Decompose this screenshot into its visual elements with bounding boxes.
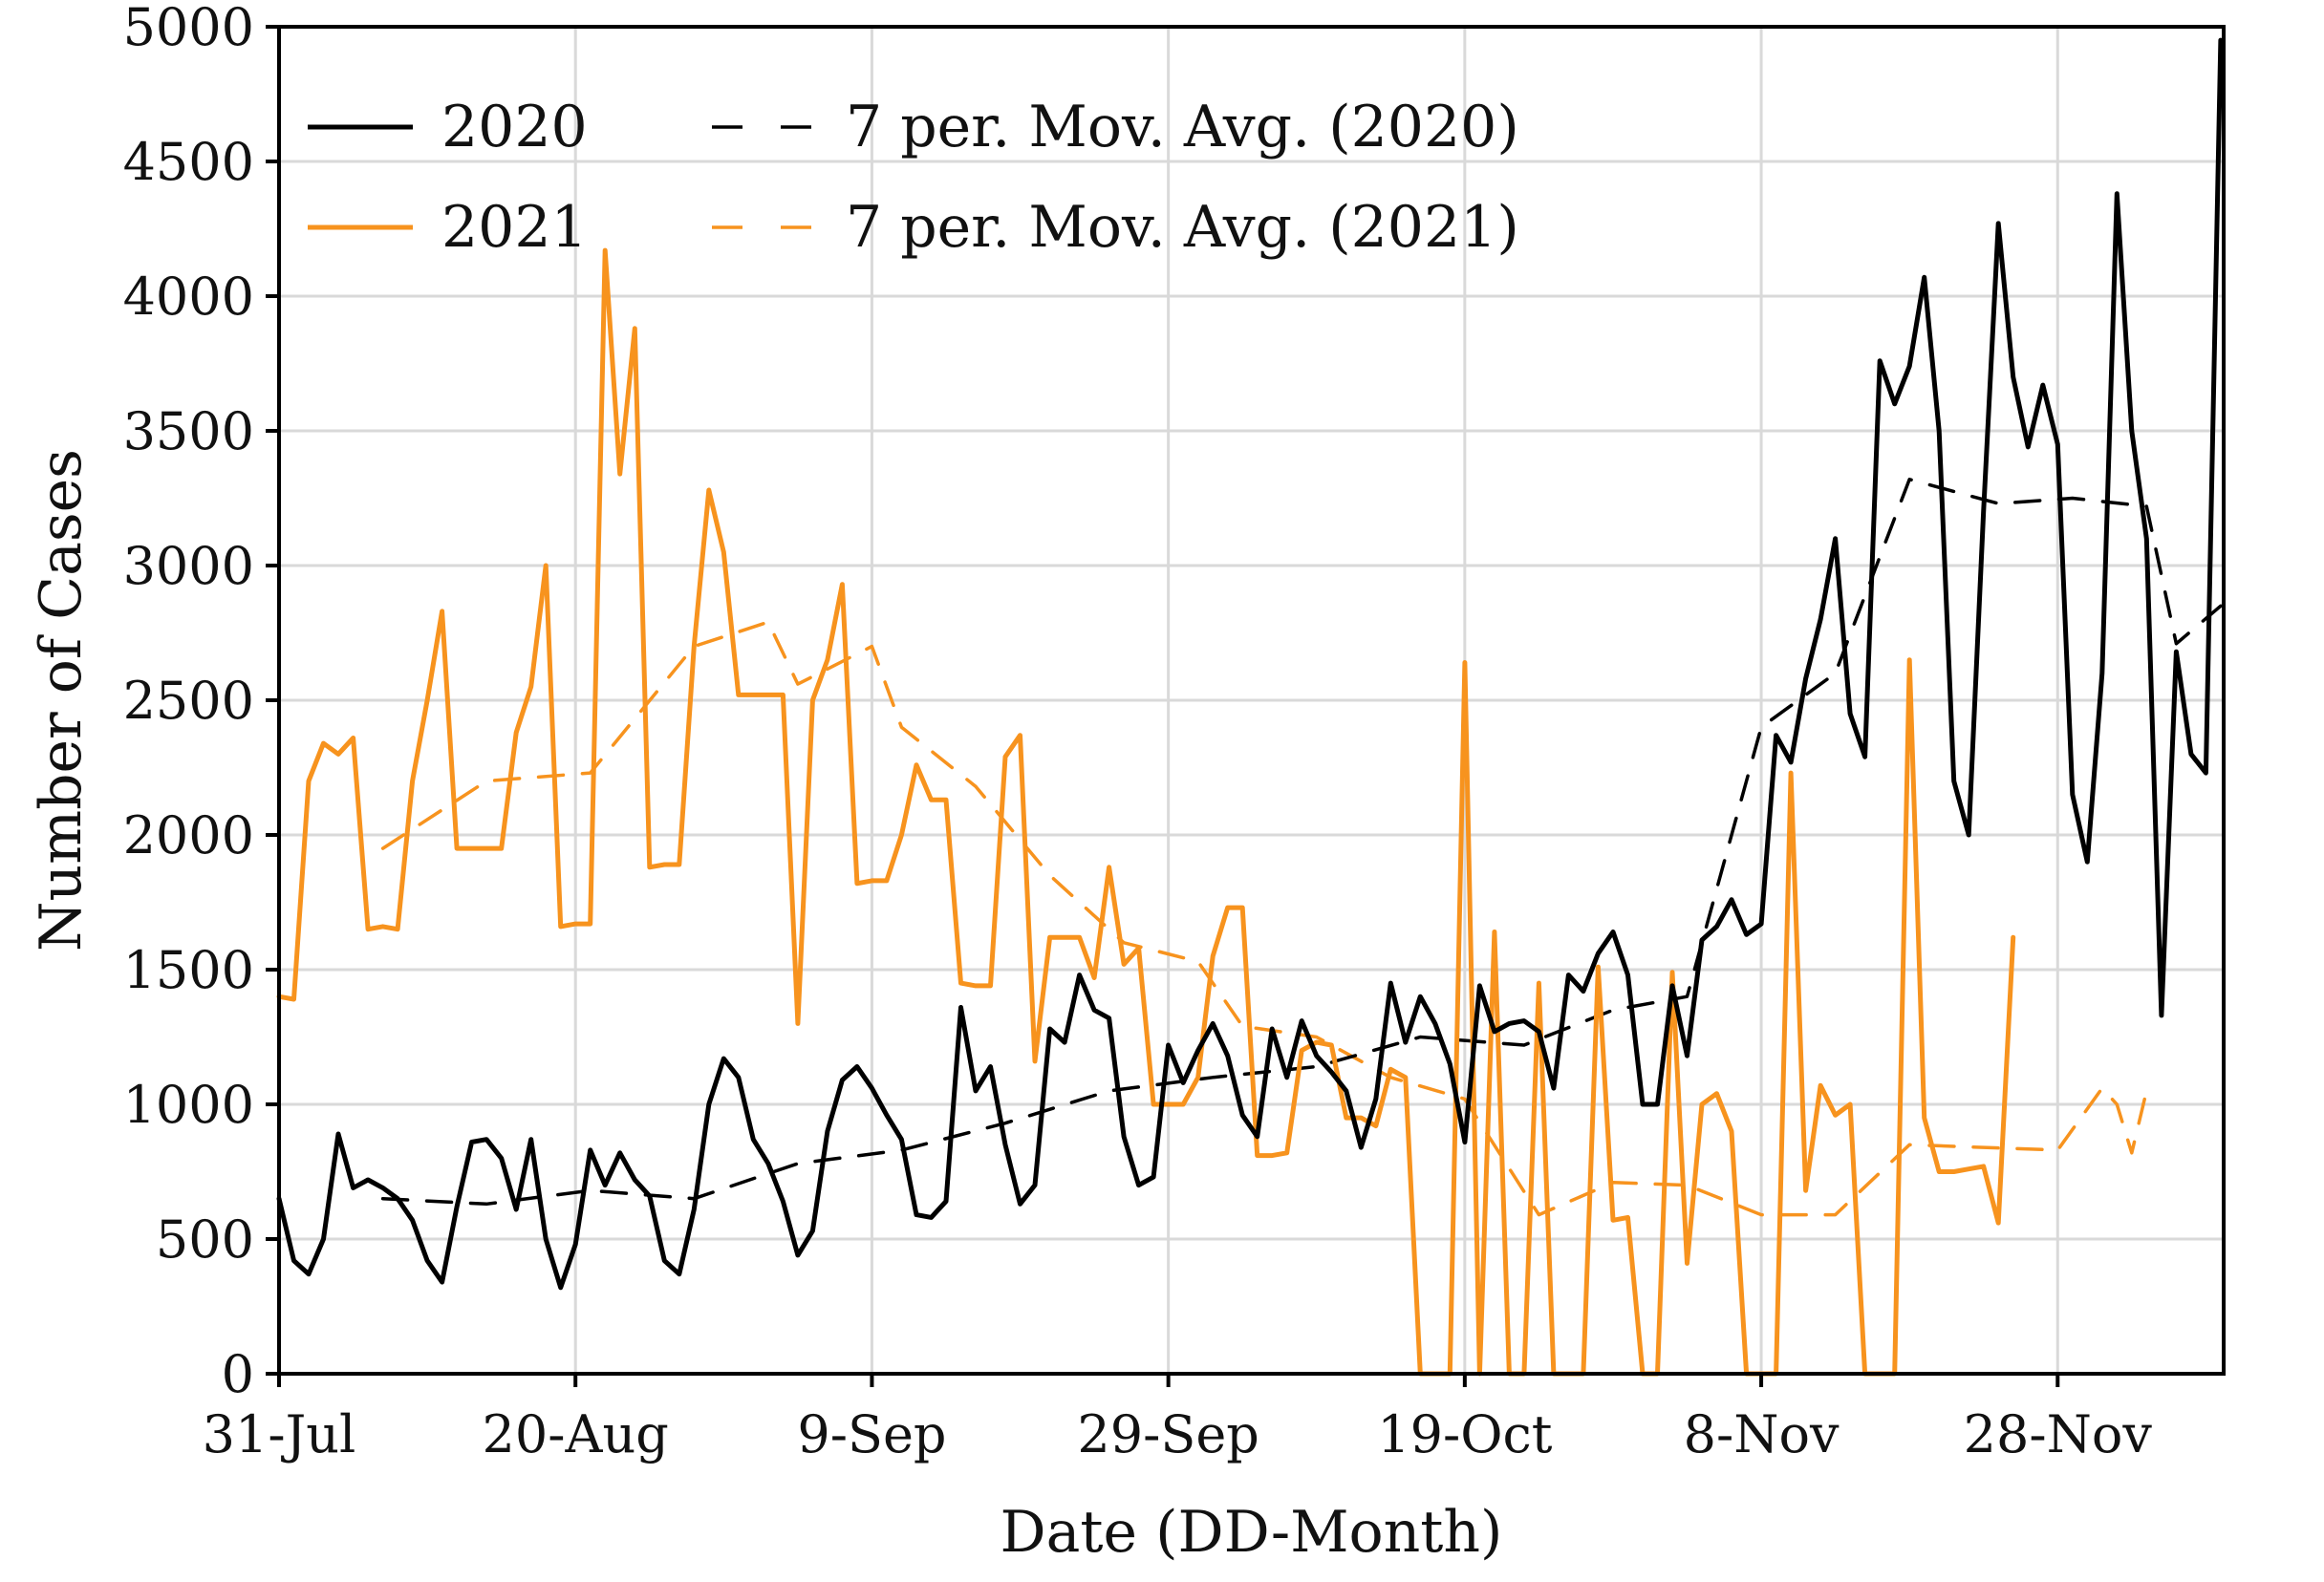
y-tick-label: 4500 — [123, 132, 254, 192]
axes: 0 500 1000 1500 2000 2500 3000 3500 4000 4500 5000… — [123, 0, 2226, 1464]
y-tick-label: 1000 — [123, 1075, 254, 1135]
x-tick-label: 9-Sep — [797, 1404, 946, 1464]
legend-label: 2020 — [441, 94, 588, 160]
y-tick-label: 2000 — [123, 805, 254, 866]
y-tick-label: 5000 — [123, 0, 254, 57]
legend-label: 7 per. Mov. Avg. (2021) — [846, 194, 1519, 261]
legend-label: 7 per. Mov. Avg. (2020) — [846, 94, 1519, 160]
series-lines — [276, 37, 2224, 1377]
x-tick-label: 28-Nov — [1964, 1404, 2153, 1464]
y-tick-label: 3000 — [123, 536, 254, 596]
y-tick-label: 2500 — [123, 671, 254, 731]
x-tick-label: 19-Oct — [1377, 1404, 1552, 1464]
x-axis-title: Date (DD-Month) — [1001, 1499, 1503, 1566]
legend-label: 2021 — [441, 194, 588, 261]
series-line-2021 — [276, 247, 2016, 1377]
x-tick-label: 20-Aug — [483, 1404, 669, 1464]
legend: 2020 2021 7 per. Mov. Avg. (2020) 7 per. Mo… — [308, 94, 1519, 261]
plot-frame — [277, 25, 2226, 1376]
x-tick-label: 8-Nov — [1684, 1404, 1840, 1464]
y-tick-label: 500 — [156, 1209, 254, 1270]
y-tick-label: 3500 — [123, 401, 254, 461]
x-tick-label: 31-Jul — [203, 1404, 356, 1464]
y-tick-label: 4000 — [123, 267, 254, 327]
x-tick-label: 29-Sep — [1077, 1404, 1259, 1464]
y-tick-label: 1500 — [123, 940, 254, 1000]
y-tick-label: 0 — [222, 1344, 254, 1404]
series-line-2020 — [276, 37, 2224, 1291]
y-axis-title: Number of Cases — [28, 449, 95, 951]
